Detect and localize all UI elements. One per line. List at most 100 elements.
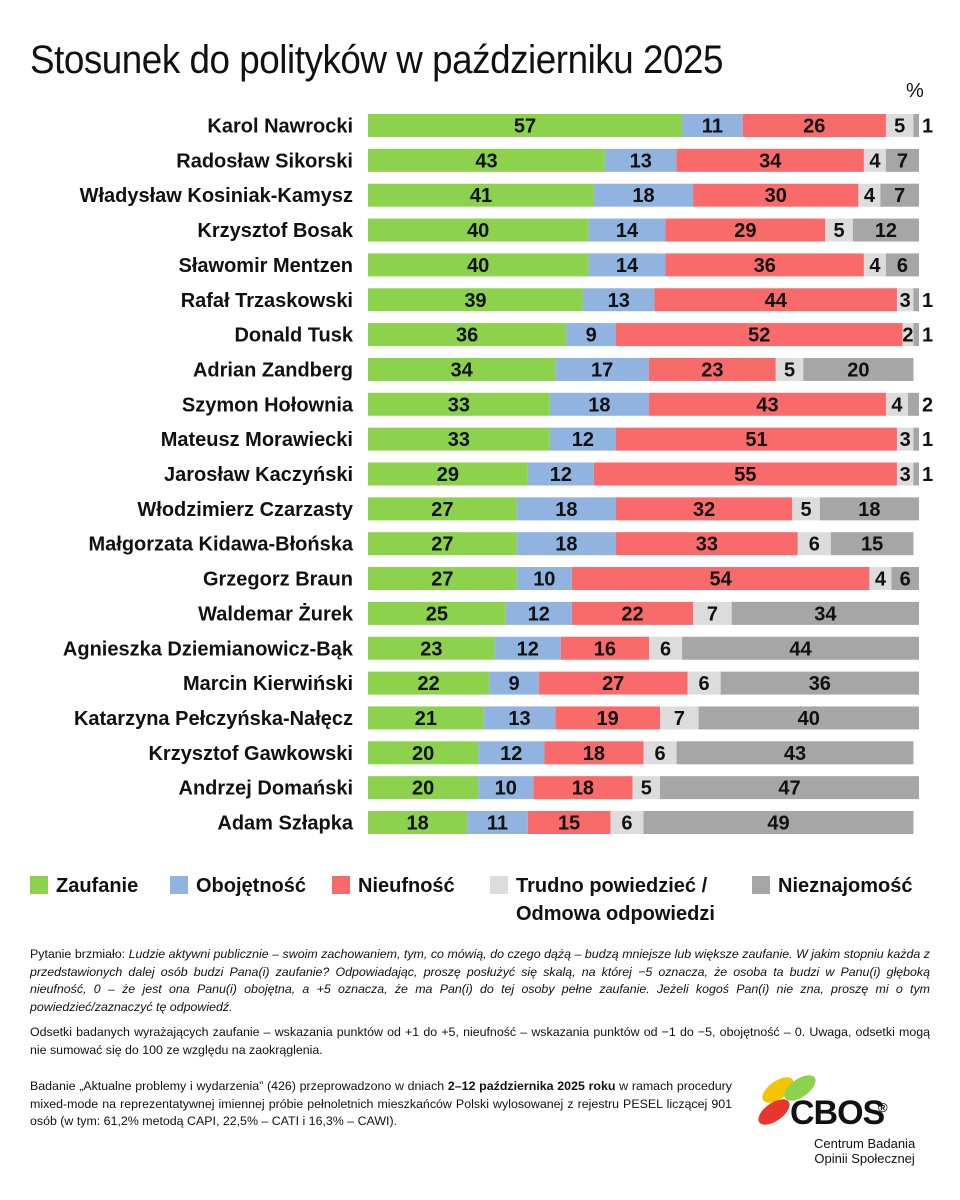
data-label-nieznajomosc: 15 [861,534,883,556]
data-label-zaufanie: 27 [431,534,453,556]
bar-segment-obojetnosc [489,671,539,695]
bar-segment-nieufnosc [533,776,633,800]
study-note: Badanie „Aktualne problemy i wydarzenia”… [30,1078,732,1131]
data-label-nieznajomosc: 12 [875,220,897,242]
data-label-trudno: 6 [809,534,820,556]
bar-segment-trudno [687,671,721,695]
data-label-nieznajomosc: 1 [922,116,933,138]
data-label-nieznajomosc: 20 [847,359,869,381]
data-label-zaufanie: 22 [417,673,439,695]
bar-segment-zaufanie [368,776,479,800]
data-label-nieznajomosc: 47 [778,778,800,800]
bar-segment-nieufnosc [742,114,886,137]
legend-item-trudno: Trudno powiedzieć / Odmowa odpowiedzi [490,872,715,928]
category-label: Włodzimierz Czarzasty [137,499,353,521]
data-label-zaufanie: 57 [514,116,536,138]
data-label-zaufanie: 20 [412,743,434,765]
data-label-obojetnosc: 13 [630,150,652,172]
bar-segment-nieznajomosc [913,323,919,347]
bar-segment-nieufnosc [654,288,897,312]
category-label: Krzysztof Gawkowski [148,743,353,765]
data-label-nieufnosc: 52 [748,325,770,347]
bar-segment-nieznajomosc [880,183,919,207]
data-label-nieznajomosc: 7 [894,185,905,207]
category-label: Adrian Zandberg [193,359,353,381]
logo-subtitle: Centrum Badania Opinii Społecznej [814,1136,915,1166]
data-label-nieufnosc: 18 [583,743,605,765]
data-label-nieznajomosc: 1 [922,325,933,347]
data-label-obojetnosc: 18 [555,499,577,521]
data-label-nieufnosc: 18 [572,778,594,800]
study-text-c: w ramach procedury mixed-mode na repreze… [30,1079,732,1128]
bar-segment-nieznajomosc [907,392,919,416]
method-note: Odsetki badanych wyrażających zaufanie –… [30,1025,930,1057]
data-label-nieznajomosc: 44 [789,638,812,660]
bar-segment-zaufanie [368,427,550,451]
data-label-zaufanie: 41 [470,185,492,207]
data-label-nieufnosc: 44 [765,290,788,312]
data-label-nieufnosc: 19 [597,708,619,730]
bar-segment-obojetnosc [549,427,616,451]
bar-segment-nieznajomosc [913,427,919,451]
bar-segment-zaufanie [368,567,517,591]
category-label: Radosław Sikorski [176,150,353,172]
question-note: Pytanie brzmiało: Ludzie aktywni publicz… [30,946,930,1016]
logo-registered: ® [878,1100,888,1115]
data-label-nieufnosc: 22 [621,603,643,625]
logo-subtitle-line1: Centrum Badania [814,1136,916,1151]
bar-segment-obojetnosc [516,497,616,521]
data-label-obojetnosc: 17 [591,359,613,381]
data-label-trudno: 6 [699,673,710,695]
data-label-nieufnosc: 36 [754,255,776,277]
data-label-nieufnosc: 29 [734,220,756,242]
data-label-obojetnosc: 14 [616,220,639,242]
category-label: Adam Szłapka [217,813,353,835]
bar-segment-nieufnosc [538,671,688,695]
data-label-obojetnosc: 10 [495,778,517,800]
data-label-nieufnosc: 23 [701,359,723,381]
category-label: Jarosław Kaczyński [164,464,353,486]
legend-label-nieznajomosc: Nieznajomość [778,875,913,897]
legend-item-nieznajomosc: Nieznajomość [752,872,912,900]
legend-swatch-nieufnosc [332,876,350,894]
bar-segment-trudno [825,218,853,242]
bar-segment-zaufanie [368,532,517,556]
data-label-zaufanie: 18 [406,813,428,835]
legend-swatch-trudno [490,876,508,894]
legend-swatch-zaufanie [30,876,48,894]
question-text: Ludzie aktywni publicznie – swoim zachow… [30,947,930,1014]
bar-segment-trudno [885,392,908,416]
bar-segment-trudno [896,462,914,486]
legend-swatch-obojetnosc [170,876,188,894]
bar-segment-obojetnosc [527,462,594,486]
data-label-nieufnosc: 33 [696,534,718,556]
bar-segment-obojetnosc [467,811,528,834]
category-label: Grzegorz Braun [203,569,353,591]
bar-segment-obojetnosc [604,148,677,172]
bar-segment-trudno [869,567,892,591]
data-label-trudno: 4 [864,185,876,207]
data-label-trudno: 4 [869,255,881,277]
data-label-trudno: 4 [869,150,881,172]
study-dates: 2–12 października 2025 roku [447,1079,616,1093]
bar-segment-zaufanie [368,114,683,137]
bar-segment-obojetnosc [555,357,650,381]
data-label-obojetnosc: 11 [487,813,508,835]
category-label: Agnieszka Dziemianowicz-Bąk [63,638,354,660]
data-label-obojetnosc: 9 [508,673,519,695]
bar-segment-nieznajomosc [803,357,914,381]
bar-segment-zaufanie [368,392,550,416]
bar-segment-zaufanie [368,811,468,834]
data-label-obojetnosc: 14 [616,255,639,277]
bar-segment-zaufanie [368,741,479,765]
bar-segment-trudno [797,532,831,556]
data-label-zaufanie: 40 [467,255,489,277]
bar-segment-obojetnosc [516,532,616,556]
bar-segment-trudno [792,497,820,521]
bar-segment-nieufnosc [571,567,870,591]
data-label-obojetnosc: 18 [632,185,654,207]
bar-segment-obojetnosc [505,601,572,625]
data-label-trudno: 3 [900,429,911,451]
data-label-nieufnosc: 54 [710,569,733,591]
data-label-nieznajomosc: 1 [922,429,933,451]
